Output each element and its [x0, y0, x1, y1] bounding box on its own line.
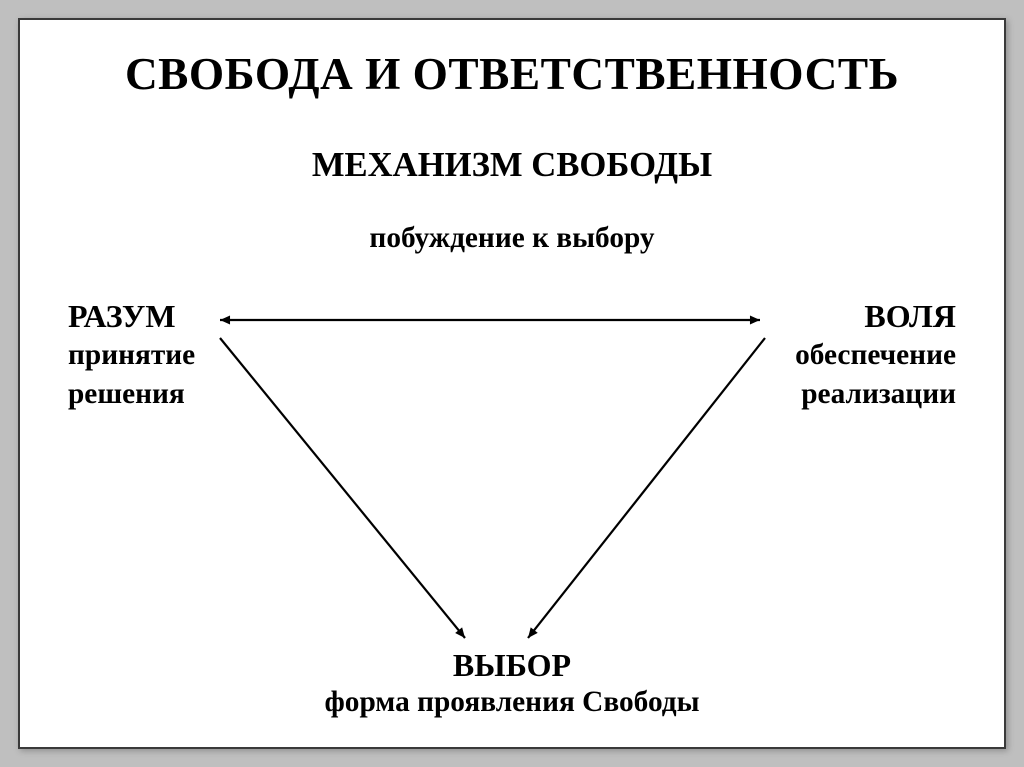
page-background: СВОБОДА И ОТВЕТСТВЕННОСТЬ МЕХАНИЗМ СВОБО…: [0, 0, 1024, 767]
slide-card: СВОБОДА И ОТВЕТСТВЕННОСТЬ МЕХАНИЗМ СВОБО…: [18, 18, 1006, 749]
node-razum-line1: принятие: [68, 337, 328, 374]
node-volya-line1: обеспечение: [696, 337, 956, 374]
node-razum-line2: решения: [68, 376, 328, 413]
node-volya-title: ВОЛЯ: [696, 298, 956, 335]
slide-subtitle: МЕХАНИЗМ СВОБОДЫ: [20, 146, 1004, 185]
node-volya-line2: реализации: [696, 376, 956, 413]
node-razum-title: РАЗУМ: [68, 298, 328, 335]
node-razum: РАЗУМ принятие решения: [68, 298, 328, 412]
node-vybor-title: ВЫБОР: [20, 647, 1004, 684]
node-vybor: ВЫБОР форма проявления Свободы: [20, 647, 1004, 719]
node-vybor-sub: форма проявления Свободы: [20, 686, 1004, 719]
node-volya: ВОЛЯ обеспечение реализации: [696, 298, 956, 412]
caption-top: побуждение к выбору: [20, 222, 1004, 255]
slide-title: СВОБОДА И ОТВЕТСТВЕННОСТЬ: [20, 48, 1004, 100]
